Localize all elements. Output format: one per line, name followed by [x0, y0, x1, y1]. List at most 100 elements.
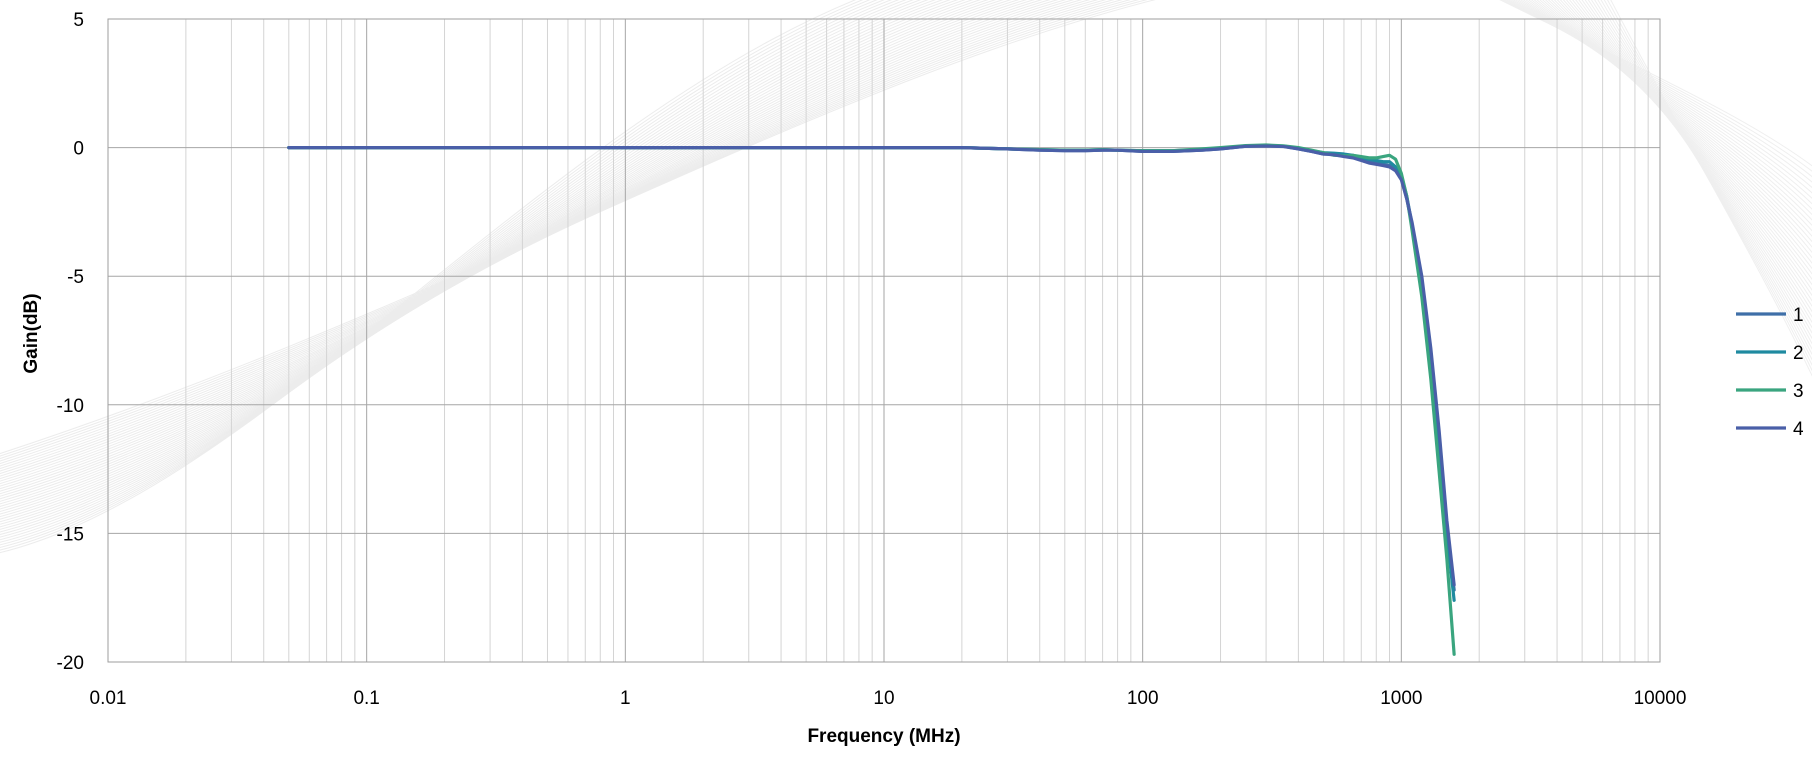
watermark-curve	[1610, 0, 1812, 377]
watermark-curve	[1559, 0, 1812, 291]
y-tick-label: 5	[73, 10, 84, 31]
watermark-curve	[0, 0, 967, 515]
watermark-curve	[0, 0, 989, 507]
watermark-curve	[1522, 0, 1812, 221]
watermark-curve	[0, 0, 1099, 472]
watermark-curve	[1581, 0, 1812, 329]
watermark-curve	[1533, 0, 1812, 243]
watermark-curve	[0, 0, 974, 512]
watermark-curve	[0, 0, 1043, 490]
watermark-curve	[0, 0, 1059, 485]
series-line-2	[287, 143, 1456, 602]
watermark-curve	[1568, 0, 1812, 307]
watermark-curve	[1603, 0, 1812, 366]
watermark-curve	[0, 0, 1140, 460]
x-tick-label: 1000	[1380, 688, 1422, 709]
watermark-curve	[0, 0, 900, 538]
watermark-curve	[1607, 0, 1812, 372]
watermark-curve	[0, 0, 871, 548]
watermark-curve	[1510, 0, 1812, 194]
y-tick-label: -5	[67, 267, 84, 288]
watermark-curve	[0, 0, 944, 523]
watermark-curve	[1503, 0, 1812, 178]
watermark-curve	[1525, 0, 1812, 227]
watermark-curve	[0, 0, 1115, 467]
watermark-curve	[1542, 0, 1812, 259]
series-line-3	[287, 143, 1456, 656]
watermark-curve	[1544, 0, 1812, 264]
watermark-curve	[1584, 0, 1812, 334]
watermark-curve	[0, 0, 1083, 477]
watermark-curve	[0, 0, 922, 530]
watermark-curve	[1562, 0, 1812, 297]
watermark-curve	[0, 0, 857, 553]
y-tick-label: 0	[73, 139, 84, 160]
watermark-curve	[1590, 0, 1812, 345]
legend-label-2: 2	[1793, 343, 1804, 364]
watermark-curve	[1597, 0, 1812, 356]
watermark-curve	[0, 0, 929, 528]
watermark-curve	[1553, 0, 1812, 281]
minor-gridlines	[185, 19, 1649, 662]
legend-label-4: 4	[1793, 419, 1804, 440]
watermark-curve	[1578, 0, 1812, 324]
watermark-curve	[1536, 0, 1812, 248]
watermark-curve	[0, 0, 1091, 475]
y-tick-label: -20	[57, 653, 84, 674]
watermark-curve	[0, 0, 1107, 470]
watermark-curve	[0, 0, 886, 543]
x-tick-label: 1	[620, 688, 631, 709]
watermark-curve	[0, 0, 1156, 455]
watermark-curve	[0, 0, 1075, 480]
x-tick-label: 0.01	[90, 688, 127, 709]
watermark-curve	[0, 0, 915, 533]
watermark-curve	[0, 0, 878, 546]
watermark-curve	[1550, 0, 1812, 275]
watermark-curve	[0, 0, 1148, 457]
series-line-1	[287, 144, 1456, 592]
watermark-curve	[0, 0, 1123, 465]
watermark-curve	[0, 0, 1035, 492]
watermark-curve	[1587, 0, 1812, 340]
background-watermark	[0, 0, 1812, 553]
x-axis-tick-labels: 0.01 0.1 1 10 100 1000 10000	[90, 688, 1687, 709]
watermark-curve	[0, 0, 1067, 482]
watermark-curve	[1528, 0, 1812, 232]
watermark-curve	[0, 0, 864, 551]
watermark-curve	[0, 0, 1012, 500]
series-line-4	[287, 144, 1456, 587]
series-lines	[287, 143, 1456, 656]
watermark-curve	[1575, 0, 1812, 318]
legend: 1 2 3 4	[1736, 305, 1804, 440]
watermark-curve	[0, 0, 1004, 502]
legend-label-3: 3	[1793, 381, 1804, 402]
watermark-curve	[1539, 0, 1812, 254]
watermark-curve	[1572, 0, 1812, 313]
watermark-curve	[0, 0, 981, 510]
y-tick-label: -15	[57, 524, 84, 545]
watermark-curve	[1600, 0, 1812, 361]
x-tick-label: 10	[873, 688, 894, 709]
y-axis-tick-labels: 5 0 -5 -10 -15 -20	[57, 10, 84, 674]
watermark-curve	[0, 0, 1051, 487]
watermark-curve	[1501, 0, 1812, 172]
watermark-curve	[1547, 0, 1812, 270]
x-tick-label: 100	[1127, 688, 1159, 709]
watermark-curve	[1512, 0, 1812, 199]
legend-label-1: 1	[1793, 305, 1804, 326]
watermark-curve	[1499, 0, 1812, 167]
watermark-curve	[0, 0, 1020, 497]
x-tick-label: 0.1	[353, 688, 379, 709]
watermark-curve	[0, 0, 937, 525]
watermark-curve	[1520, 0, 1812, 216]
y-axis-title: Gain(dB)	[21, 293, 42, 373]
watermark-curve	[1556, 0, 1812, 286]
watermark-curve	[0, 0, 907, 535]
watermark-curve	[0, 0, 1027, 495]
watermark-curve	[1530, 0, 1812, 237]
x-axis-title: Frequency (MHz)	[807, 726, 960, 747]
watermark-curve	[0, 0, 959, 518]
x-tick-label: 10000	[1634, 688, 1687, 709]
